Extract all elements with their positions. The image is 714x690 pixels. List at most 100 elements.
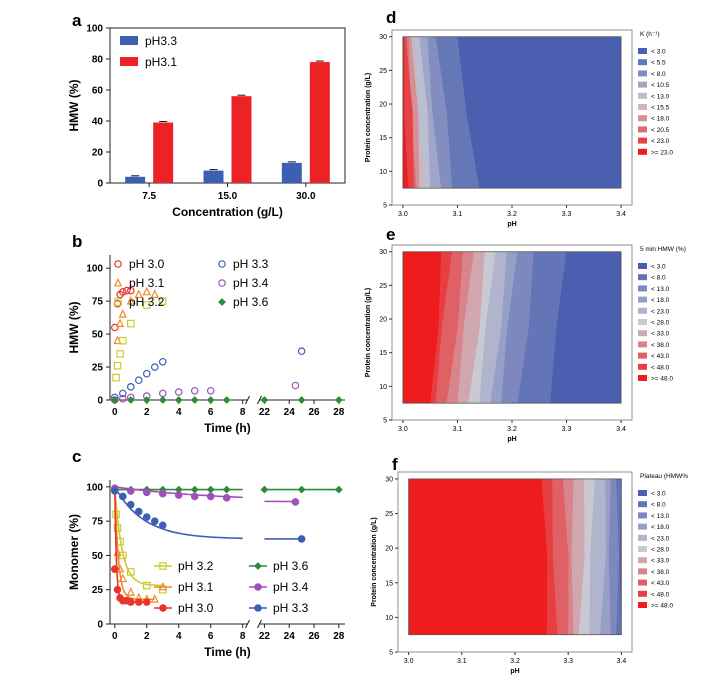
y-axis-title-b: HMW (%) bbox=[67, 302, 81, 354]
colorbar-label-d: >= 23.0 bbox=[651, 149, 673, 156]
colorbar-label-e: >= 48.0 bbox=[651, 376, 673, 383]
y-tick-label-f: 20 bbox=[385, 546, 393, 553]
panel-letter-e: e bbox=[386, 225, 395, 244]
point-pH36 bbox=[334, 396, 343, 404]
x-tick-label-b: 26 bbox=[308, 407, 320, 418]
colorbar-title-f: Plateau (HMW% bbox=[640, 473, 688, 480]
legend-marker-b bbox=[113, 277, 123, 287]
colorbar-swatch-e bbox=[638, 319, 647, 325]
x-tick-label-e: 3.3 bbox=[562, 426, 572, 433]
legend-label-b: pH 3.6 bbox=[233, 295, 269, 309]
x-tick-label-b: 6 bbox=[208, 407, 214, 418]
point-pH34 bbox=[206, 386, 215, 395]
colorbar-swatch-e bbox=[638, 285, 647, 292]
colorbar-swatch-f bbox=[638, 590, 647, 597]
y-tick-label-a: 20 bbox=[92, 148, 104, 159]
bar-pH3.3-30.0 bbox=[281, 162, 302, 183]
point-pH34 bbox=[158, 489, 167, 498]
colorbar-label-e: < 8.0 bbox=[651, 275, 666, 282]
x-axis-title-c: Time (h) bbox=[204, 645, 250, 659]
colorbar-swatch-e bbox=[638, 341, 647, 348]
colorbar-label-f: < 23.0 bbox=[651, 535, 670, 542]
y-axis-title-a: HMW (%) bbox=[67, 80, 81, 132]
y-tick-label-b: 75 bbox=[92, 297, 104, 308]
colorbar-label-e: < 48.0 bbox=[651, 364, 670, 371]
legend-marker-c bbox=[254, 562, 262, 570]
point-pH36 bbox=[260, 396, 269, 404]
y-tick-label-e: 30 bbox=[379, 249, 387, 256]
y-tick-label-b: 25 bbox=[92, 363, 104, 374]
colorbar-label-d: < 5.5 bbox=[651, 60, 666, 67]
colorbar-label-e: < 38.0 bbox=[651, 342, 670, 349]
point-pH33 bbox=[150, 363, 159, 371]
point-pH33 bbox=[118, 492, 127, 501]
legend-label-a: pH3.1 bbox=[145, 55, 177, 69]
point-pH36 bbox=[158, 396, 167, 404]
point-pH32 bbox=[113, 361, 122, 370]
y-tick-label-f: 5 bbox=[389, 650, 393, 657]
colorbar-label-f: < 33.0 bbox=[651, 558, 670, 565]
x-tick-label-f: 3.3 bbox=[563, 658, 573, 665]
x-tick-label-b: 8 bbox=[240, 407, 246, 418]
x-axis-title-a: Concentration (g/L) bbox=[172, 205, 283, 219]
point-pH34 bbox=[158, 389, 167, 398]
y-axis-title-f: Protein concentration (g/L) bbox=[371, 517, 378, 606]
point-pH31 bbox=[150, 594, 159, 603]
point-pH32 bbox=[142, 581, 151, 590]
y-tick-label-d: 10 bbox=[379, 169, 387, 176]
colorbar-label-e: < 43.0 bbox=[651, 353, 670, 360]
y-tick-label-a: 0 bbox=[97, 179, 103, 190]
x-axis-title-f: pH bbox=[510, 668, 519, 675]
legend-label-b: pH 3.3 bbox=[233, 257, 269, 271]
colorbar-swatch-d bbox=[638, 104, 647, 110]
legend-marker-b bbox=[218, 260, 226, 268]
legend-marker-b bbox=[218, 279, 226, 287]
colorbar-swatch-e bbox=[638, 352, 647, 359]
colorbar-swatch-f bbox=[638, 523, 647, 530]
point-pH31 bbox=[150, 289, 159, 298]
x-axis-title-e: pH bbox=[507, 436, 516, 443]
legend-label-c: pH 3.6 bbox=[273, 559, 309, 573]
point-pH33 bbox=[118, 389, 127, 398]
point-pH34 bbox=[190, 386, 199, 395]
colorbar-label-e: < 23.0 bbox=[651, 308, 670, 315]
colorbar-swatch-f bbox=[638, 568, 647, 575]
point-pH36 bbox=[260, 485, 269, 494]
point-pH36 bbox=[222, 396, 231, 404]
panel-letter-a: a bbox=[72, 11, 82, 30]
y-tick-label-a: 80 bbox=[92, 55, 104, 66]
colorbar-swatch-e bbox=[638, 263, 647, 269]
x-tick-label-e: 3.2 bbox=[507, 426, 517, 433]
y-tick-label-c: 0 bbox=[97, 620, 103, 631]
x-tick-label-d: 3.2 bbox=[507, 211, 517, 218]
x-tick-label-f: 3.1 bbox=[457, 658, 467, 665]
y-tick-label-e: 10 bbox=[379, 384, 387, 391]
point-pH33 bbox=[134, 376, 143, 385]
colorbar-swatch-f bbox=[638, 512, 647, 519]
colorbar-label-f: < 13.0 bbox=[651, 513, 670, 520]
y-tick-label-f: 10 bbox=[385, 615, 393, 622]
point-pH34 bbox=[291, 498, 300, 506]
point-pH36 bbox=[206, 485, 215, 494]
point-pH36 bbox=[297, 396, 306, 404]
colorbar-swatch-f bbox=[638, 546, 647, 552]
y-tick-label-e: 5 bbox=[383, 418, 387, 425]
panel-letter-c: c bbox=[72, 447, 81, 466]
legend-label-b: pH 3.2 bbox=[129, 295, 165, 309]
point-pH30 bbox=[142, 598, 151, 606]
fit-curve-pH32 bbox=[114, 486, 163, 587]
point-pH34 bbox=[222, 494, 231, 502]
x-tick-label-d: 3.3 bbox=[562, 211, 572, 218]
x-tick-label-b: 0 bbox=[112, 407, 118, 418]
axis-break-c bbox=[245, 619, 250, 629]
point-pH31 bbox=[126, 295, 135, 305]
x-tick-label-f: 3.2 bbox=[510, 658, 520, 665]
legend-marker-b bbox=[114, 260, 122, 268]
point-pH30 bbox=[122, 286, 131, 295]
colorbar-swatch-d bbox=[638, 126, 647, 133]
x-tick-label-a: 15.0 bbox=[218, 191, 238, 202]
point-pH36 bbox=[334, 485, 343, 494]
point-pH33 bbox=[126, 383, 135, 391]
x-axis-title-d: pH bbox=[507, 221, 516, 228]
y-axis-title-c: Monomer (%) bbox=[67, 514, 81, 590]
